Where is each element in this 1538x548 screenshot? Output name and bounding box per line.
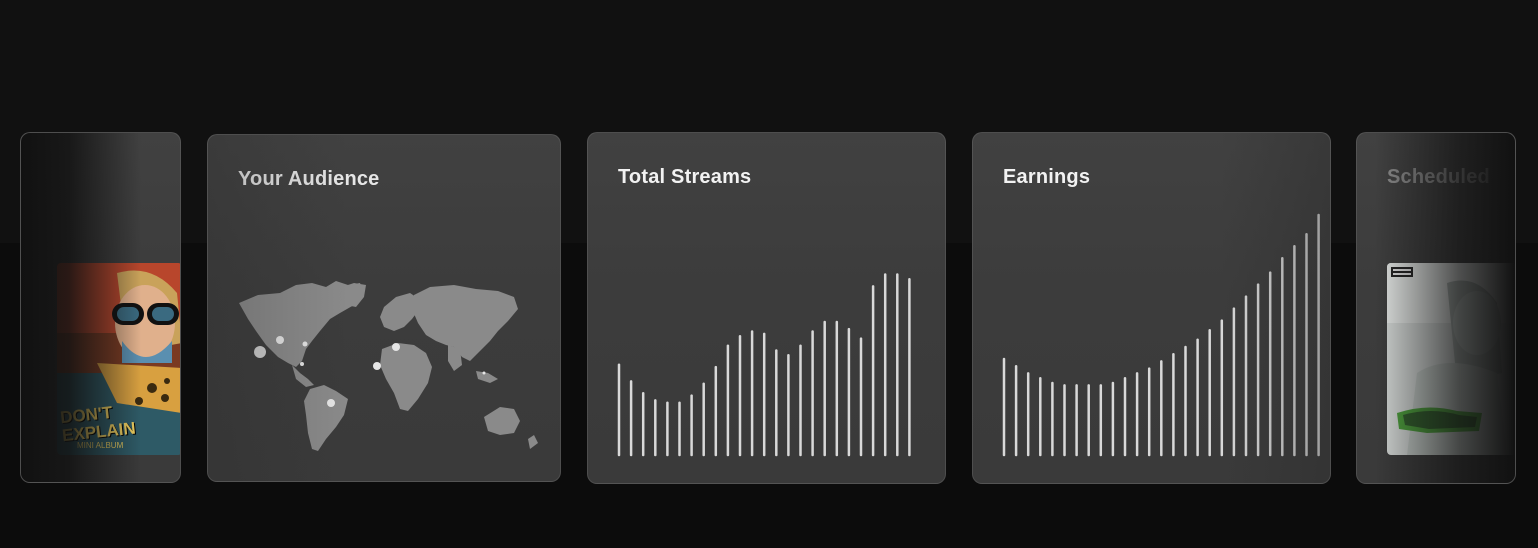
world-map [239,281,538,451]
release-card-left[interactable]: DON'T EXPLAIN MINI ALBUM [20,132,181,483]
map-new-zealand [528,435,538,449]
earnings-card[interactable]: Earnings [972,132,1331,484]
hotspot-mexico [300,362,304,366]
hotspot-north-america-east [302,341,308,347]
map-greenland [340,283,366,307]
streams-bar-chart [617,273,911,457]
map-north-america [239,281,364,367]
hotspot-brazil [327,399,335,407]
map-india [448,345,462,371]
map-se-asia [476,371,498,383]
map-europe [380,293,422,331]
album-art-subtitle: MINI ALBUM [77,441,124,450]
map-south-america [304,385,348,451]
hotspot-north-america-west [254,346,266,358]
earnings-bar-chart [1002,213,1320,457]
map-asia [412,285,518,361]
album-art-dont-explain[interactable]: DON'T EXPLAIN MINI ALBUM [57,263,180,455]
map-africa [380,343,432,411]
scheduled-card-title: Scheduled [1387,166,1490,188]
audience-card[interactable]: Your Audience [207,134,561,482]
audience-card-title: Your Audience [238,168,380,190]
earnings-card-title: Earnings [1003,166,1091,188]
total-streams-card[interactable]: Total Streams [587,132,946,484]
total-streams-card-title: Total Streams [618,166,752,188]
map-central-america [292,365,314,387]
map-australia [484,407,520,435]
hotspot-east-asia [482,371,486,375]
scheduled-card[interactable]: Scheduled [1356,132,1516,484]
hotspot-europe-central [392,343,400,351]
hotspot-europe-west [373,362,381,370]
hotspot-north-america-central [276,336,284,344]
album-art-scheduled[interactable] [1387,263,1515,455]
